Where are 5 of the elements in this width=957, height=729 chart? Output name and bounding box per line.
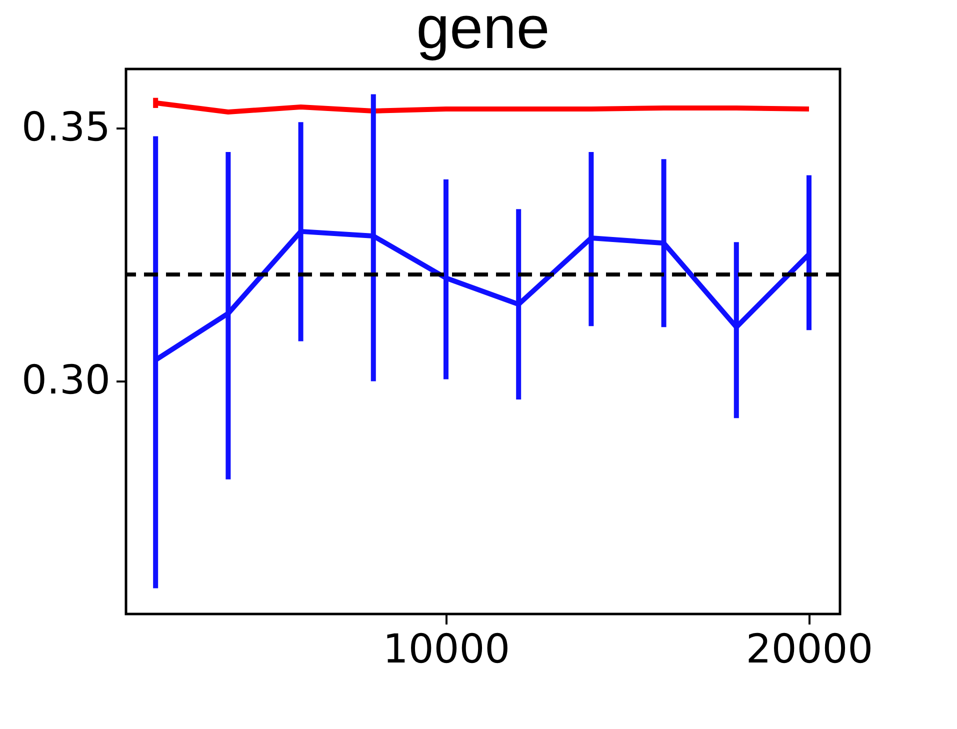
x-tick-label: 10000 [382, 626, 510, 672]
y-tick-label: 0.30 [21, 358, 110, 404]
y-tick-label: 0.35 [21, 104, 110, 151]
chart-title: gene [416, 0, 550, 61]
x-tick-label: 20000 [746, 626, 874, 672]
